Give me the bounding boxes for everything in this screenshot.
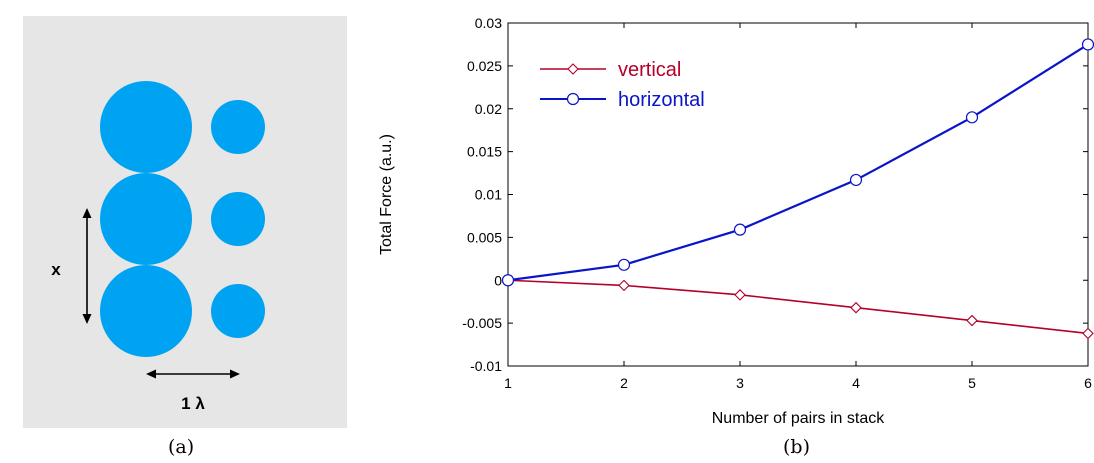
large-particle-bottom <box>100 265 192 357</box>
y-tick-label: -0.01 <box>470 358 502 374</box>
y-tick-label: 0.02 <box>475 101 502 117</box>
legend-label-vertical: vertical <box>618 59 681 81</box>
x-tick-label: 3 <box>736 375 744 391</box>
data-point-vertical <box>734 289 746 301</box>
width-label: 1 λ <box>181 394 205 413</box>
large-particle-middle <box>100 173 192 265</box>
x-tick-label: 1 <box>504 375 512 391</box>
series-line-vertical <box>507 279 1089 335</box>
particle-diagram: x 1 λ <box>23 16 347 428</box>
data-point-horizontal <box>733 223 747 236</box>
small-particle-bottom <box>211 284 265 338</box>
width-arrow <box>146 369 240 379</box>
caption-a: (a) <box>168 436 195 458</box>
small-particle-middle <box>211 192 265 246</box>
y-tick-label: 0.005 <box>467 229 502 245</box>
data-point-vertical <box>1082 327 1094 340</box>
height-arrow <box>82 208 92 324</box>
legend-marker-horizontal <box>566 92 580 106</box>
data-point-vertical <box>850 301 862 314</box>
data-point-vertical <box>618 279 630 292</box>
small-particle-top <box>211 100 265 154</box>
data-point-horizontal <box>849 173 863 187</box>
plot-frame <box>507 22 1089 367</box>
x-tick-label: 6 <box>1084 375 1092 391</box>
data-point-vertical <box>966 314 978 327</box>
caption-b: (b) <box>783 436 810 458</box>
data-point-horizontal <box>1081 38 1094 51</box>
height-label: x <box>51 260 61 279</box>
series-line-horizontal <box>507 43 1089 282</box>
y-axis-label: Total Force (a.u.) <box>378 134 395 255</box>
y-tick-label: 0 <box>494 272 502 288</box>
data-point-horizontal <box>965 111 979 124</box>
y-tick-label: 0.025 <box>467 58 502 74</box>
chart-plot: 1 2 3 4 5 6 -0.01 -0.005 0 0.005 0.01 0.015 0.02 0.02… <box>378 15 1094 427</box>
x-axis-label: Number of pairs in stack <box>712 410 886 427</box>
y-tick-label: 0.015 <box>467 144 502 160</box>
y-tick-label: 0.03 <box>475 15 502 31</box>
legend-marker-vertical <box>567 63 579 75</box>
x-tick-label: 5 <box>968 375 976 391</box>
data-point-horizontal <box>617 258 631 271</box>
legend-label-horizontal: horizontal <box>618 89 705 111</box>
data-point-horizontal <box>501 274 515 287</box>
large-particle-top <box>100 81 192 173</box>
x-tick-label: 2 <box>620 375 628 391</box>
y-tick-label: 0.01 <box>475 187 502 203</box>
y-tick-label: -0.005 <box>462 315 502 331</box>
x-tick-label: 4 <box>852 375 860 391</box>
force-chart: 1 2 3 4 5 6 -0.01 -0.005 0 0.005 0.01 0.015 0.02 0.02… <box>378 15 1094 427</box>
